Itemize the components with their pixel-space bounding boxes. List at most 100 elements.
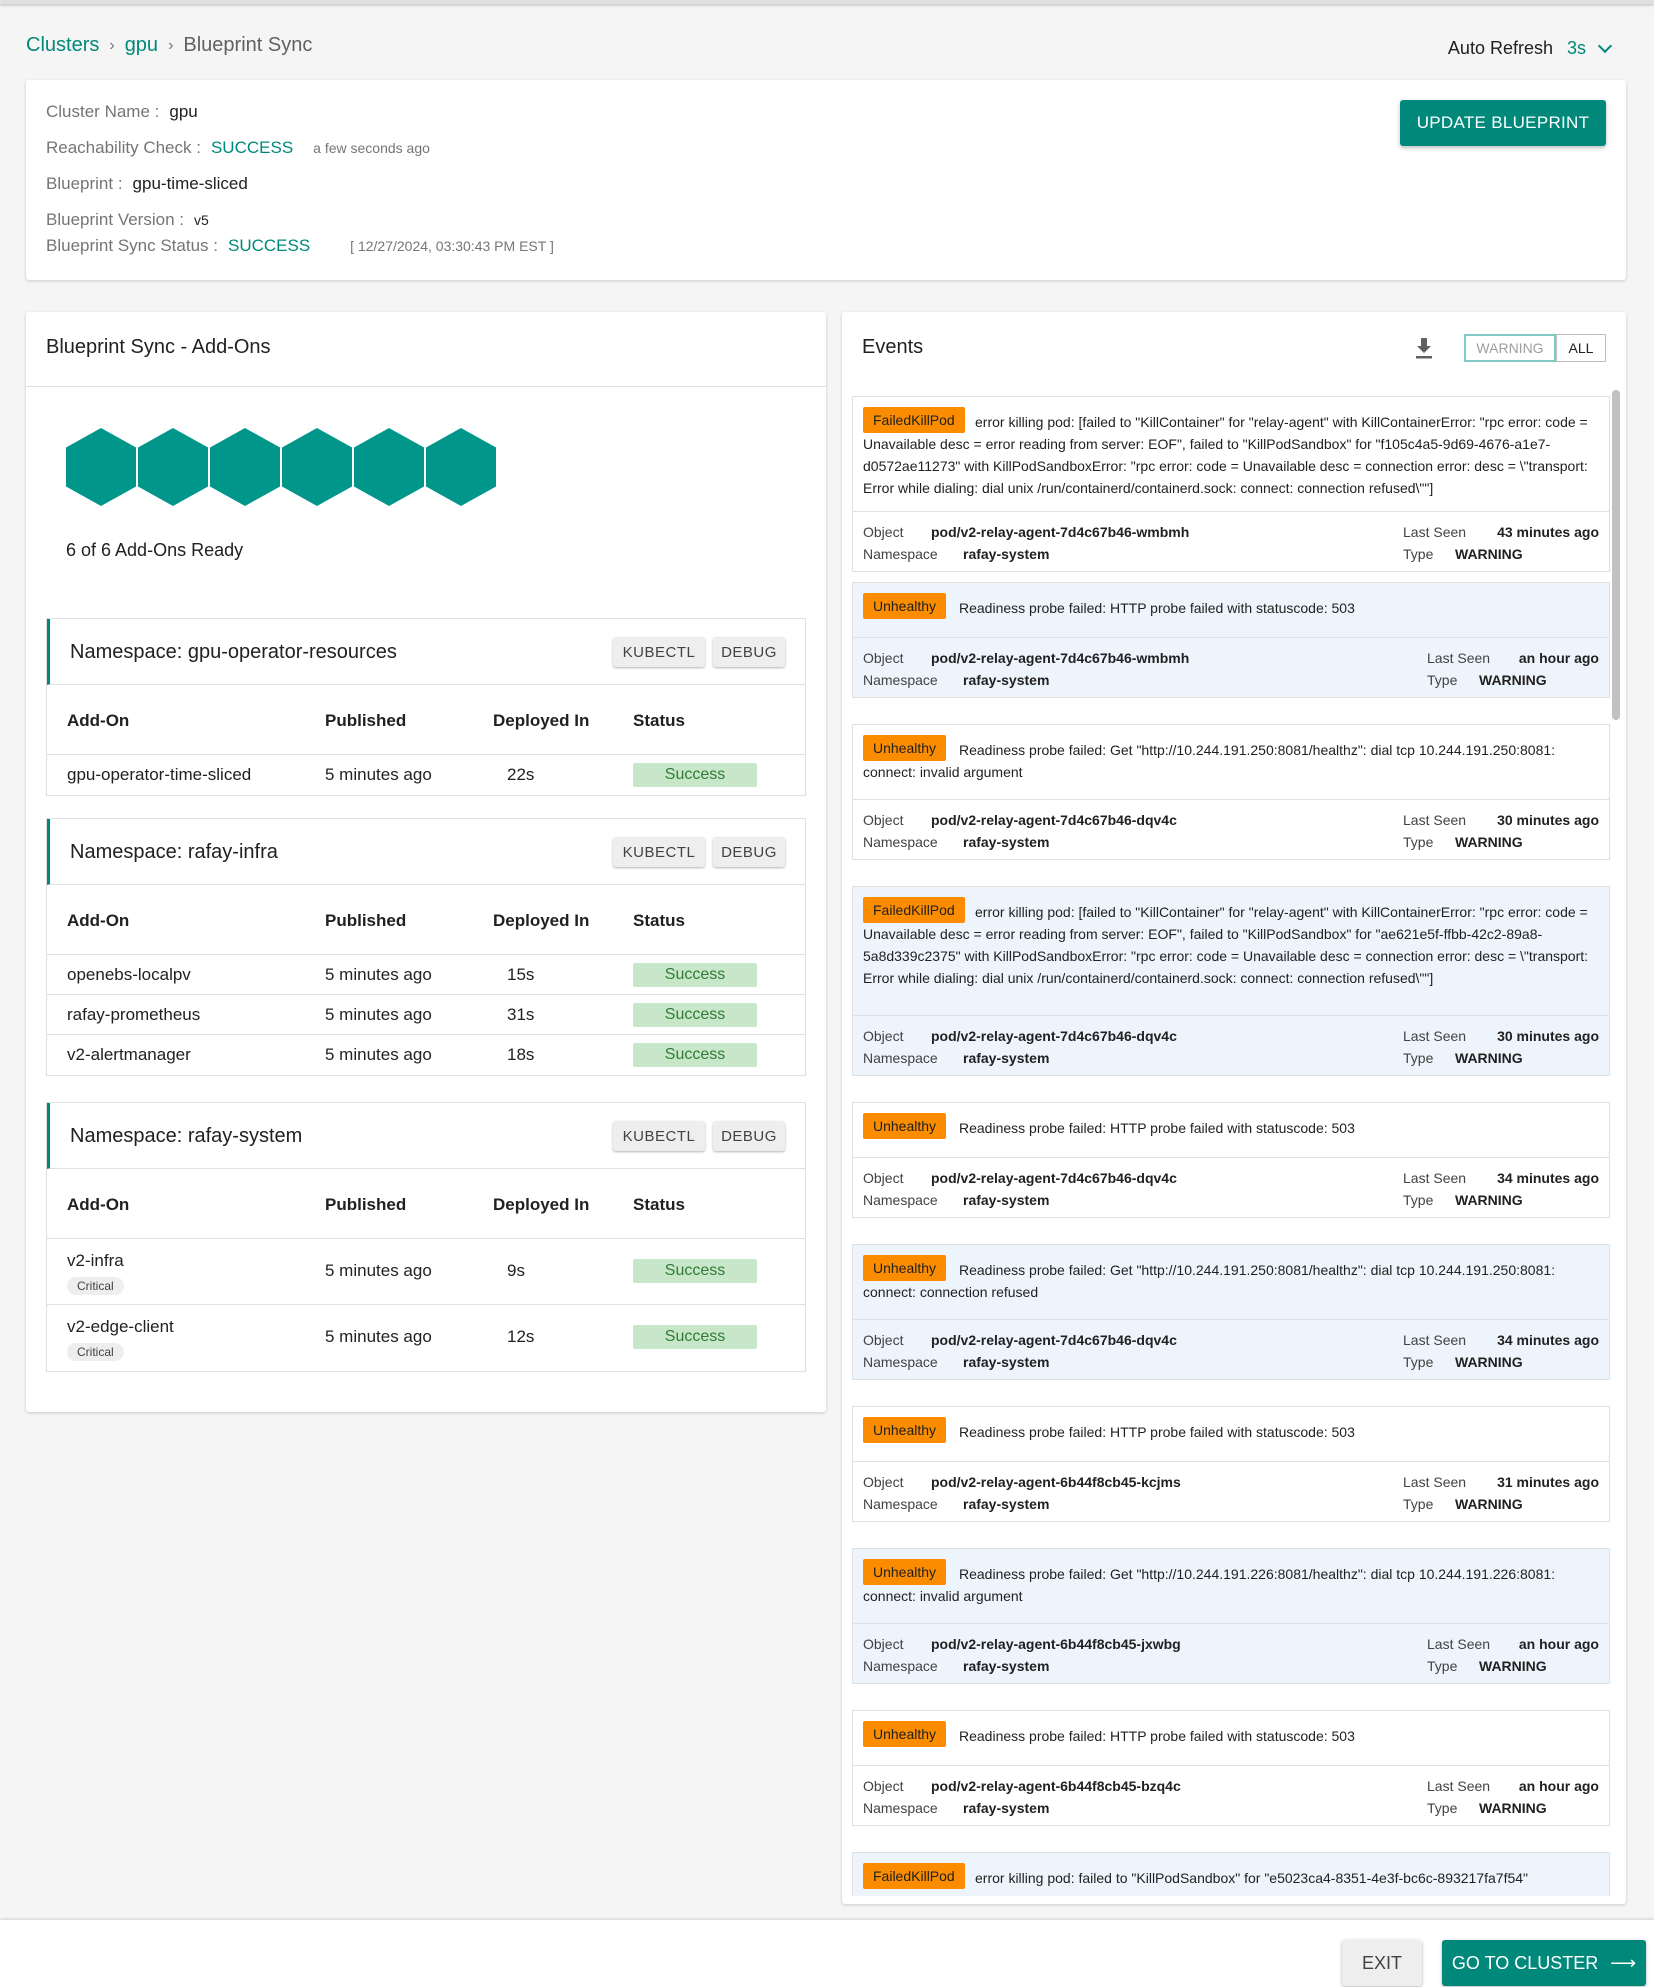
filter-warning-option[interactable]: WARNING [1464, 334, 1556, 362]
namespace-block: Namespace: rafay-system KUBECTL DEBUG Ad… [46, 1102, 806, 1372]
last-seen-label: Last Seen [1403, 1028, 1467, 1044]
addon-hexagon[interactable] [210, 428, 280, 506]
event-object: pod/v2-relay-agent-7d4c67b46-wmbmh [931, 524, 1190, 540]
kubectl-button[interactable]: KUBECTL [613, 637, 705, 667]
object-label: Object [863, 812, 904, 828]
status-badge: Success [633, 763, 757, 787]
update-blueprint-button[interactable]: UPDATE BLUEPRINT [1400, 100, 1606, 146]
table-header-row: Add-On Published Deployed In Status [47, 685, 805, 755]
events-card: Events WARNING ALL FailedKillPod error ki… [842, 312, 1626, 1904]
addon-hexagon[interactable] [426, 428, 496, 506]
addon-hexagon[interactable] [282, 428, 352, 506]
blueprint-version-value: v5 [193, 212, 209, 228]
reachability-status: SUCCESS [210, 138, 294, 157]
addon-hexagon[interactable] [138, 428, 208, 506]
event-reason-badge: Unhealthy [863, 1113, 947, 1139]
event-reason-badge: Unhealthy [863, 593, 947, 619]
critical-badge: Critical [67, 1343, 124, 1361]
namespace-label: Namespace [863, 672, 938, 688]
event-reason-badge: Unhealthy [863, 735, 947, 761]
column-header-deployed: Deployed In [493, 911, 590, 930]
debug-button[interactable]: DEBUG [713, 837, 785, 867]
event-namespace: rafay-system [963, 834, 1050, 850]
last-seen-label: Last Seen [1427, 650, 1491, 666]
blueprint-sync-row: Blueprint Sync Status : SUCCESS [ 12/27/… [46, 236, 554, 256]
breadcrumb-cluster-link[interactable]: gpu [124, 34, 159, 56]
event-item: Unhealthy Readiness probe failed: HTTP pr… [852, 1406, 1610, 1522]
event-last-seen: 31 minutes ago [1497, 1474, 1599, 1490]
events-scrollbar[interactable] [1612, 390, 1620, 720]
addons-card: Blueprint Sync - Add-Ons 6 of 6 Add-Ons … [26, 312, 826, 1412]
type-label: Type [1403, 1354, 1434, 1370]
addon-deployed-in: 18s [507, 1045, 535, 1064]
event-namespace: rafay-system [963, 672, 1050, 688]
addon-hexagon[interactable] [66, 428, 136, 506]
go-to-cluster-button[interactable]: GO TO CLUSTER ⟶ [1442, 1940, 1646, 1986]
namespace-header: Namespace: rafay-infra KUBECTL DEBUG [47, 819, 805, 885]
event-reason-badge: Unhealthy [863, 1559, 947, 1585]
object-label: Object [863, 1778, 904, 1794]
addon-name: rafay-prometheus [67, 1005, 201, 1024]
namespace-label: Namespace [863, 1192, 938, 1208]
exit-button[interactable]: EXIT [1342, 1940, 1423, 1986]
breadcrumb-separator: › [168, 36, 174, 54]
event-item: Unhealthy Readiness probe failed: HTTP pr… [852, 1710, 1610, 1826]
type-label: Type [1403, 1192, 1434, 1208]
event-meta: Object pod/v2-relay-agent-7d4c67b46-dqv4… [853, 1319, 1609, 1379]
breadcrumb-clusters-link[interactable]: Clusters [26, 34, 100, 56]
namespace-header: Namespace: gpu-operator-resources KUBECT… [47, 619, 805, 685]
column-header-status: Status [633, 911, 685, 930]
event-namespace: rafay-system [963, 1192, 1050, 1208]
table-row: rafay-prometheus 5 minutes ago 31s Succe… [47, 995, 805, 1035]
event-reason-badge: Unhealthy [863, 1417, 947, 1443]
namespace-label: Namespace [863, 1050, 938, 1066]
auto-refresh-select[interactable]: 3s [1567, 38, 1613, 59]
object-label: Object [863, 650, 904, 666]
event-reason-badge: Unhealthy [863, 1721, 947, 1747]
reachability-label: Reachability Check : [46, 138, 201, 157]
last-seen-label: Last Seen [1403, 812, 1467, 828]
event-message: Readiness probe failed: HTTP probe faile… [959, 1424, 1355, 1440]
namespace-label: Namespace [863, 834, 938, 850]
column-header-addon: Add-On [67, 1195, 130, 1214]
download-icon[interactable] [1414, 336, 1434, 360]
breadcrumb-current: Blueprint Sync [183, 34, 313, 56]
debug-button[interactable]: DEBUG [713, 1121, 785, 1151]
event-namespace: rafay-system [963, 1496, 1050, 1512]
status-badge: Success [633, 1259, 757, 1283]
event-object: pod/v2-relay-agent-7d4c67b46-wmbmh [931, 650, 1190, 666]
addon-name: openebs-localpv [67, 965, 191, 984]
type-label: Type [1427, 672, 1458, 688]
event-object: pod/v2-relay-agent-6b44f8cb45-jxwbg [931, 1636, 1181, 1652]
last-seen-label: Last Seen [1403, 1474, 1467, 1490]
event-namespace: rafay-system [963, 1658, 1050, 1674]
event-message: error killing pod: [failed to "KillConta… [863, 904, 1589, 986]
event-object: pod/v2-relay-agent-7d4c67b46-dqv4c [931, 1028, 1177, 1044]
kubectl-button[interactable]: KUBECTL [613, 837, 705, 867]
addon-hexagon[interactable] [354, 428, 424, 506]
addon-deployed-in: 12s [507, 1327, 535, 1346]
blueprint-version-label: Blueprint Version : [46, 210, 184, 229]
cluster-name-row: Cluster Name : gpu [46, 102, 198, 122]
namespace-block: Namespace: rafay-infra KUBECTL DEBUG Add… [46, 818, 806, 1076]
addon-name: v2-edge-client [67, 1317, 174, 1336]
event-type: WARNING [1455, 546, 1523, 562]
event-namespace: rafay-system [963, 1050, 1050, 1066]
breadcrumb-separator: › [109, 36, 115, 54]
namespace-label: Namespace [863, 1354, 938, 1370]
event-last-seen: an hour ago [1518, 650, 1599, 666]
type-label: Type [1403, 546, 1434, 562]
namespace-label: Namespace [863, 1496, 938, 1512]
event-last-seen: an hour ago [1518, 1778, 1599, 1794]
filter-all-option[interactable]: ALL [1556, 334, 1606, 362]
object-label: Object [863, 524, 904, 540]
event-last-seen: 30 minutes ago [1497, 812, 1599, 828]
kubectl-button[interactable]: KUBECTL [613, 1121, 705, 1151]
event-reason-badge: FailedKillPod [863, 897, 965, 923]
event-item: Unhealthy Readiness probe failed: HTTP pr… [852, 1102, 1610, 1218]
addon-published: 5 minutes ago [325, 965, 432, 984]
column-header-addon: Add-On [67, 711, 130, 730]
event-object: pod/v2-relay-agent-6b44f8cb45-kcjms [931, 1474, 1181, 1490]
event-message: error killing pod: failed to "KillPodSan… [975, 1870, 1529, 1886]
debug-button[interactable]: DEBUG [713, 637, 785, 667]
